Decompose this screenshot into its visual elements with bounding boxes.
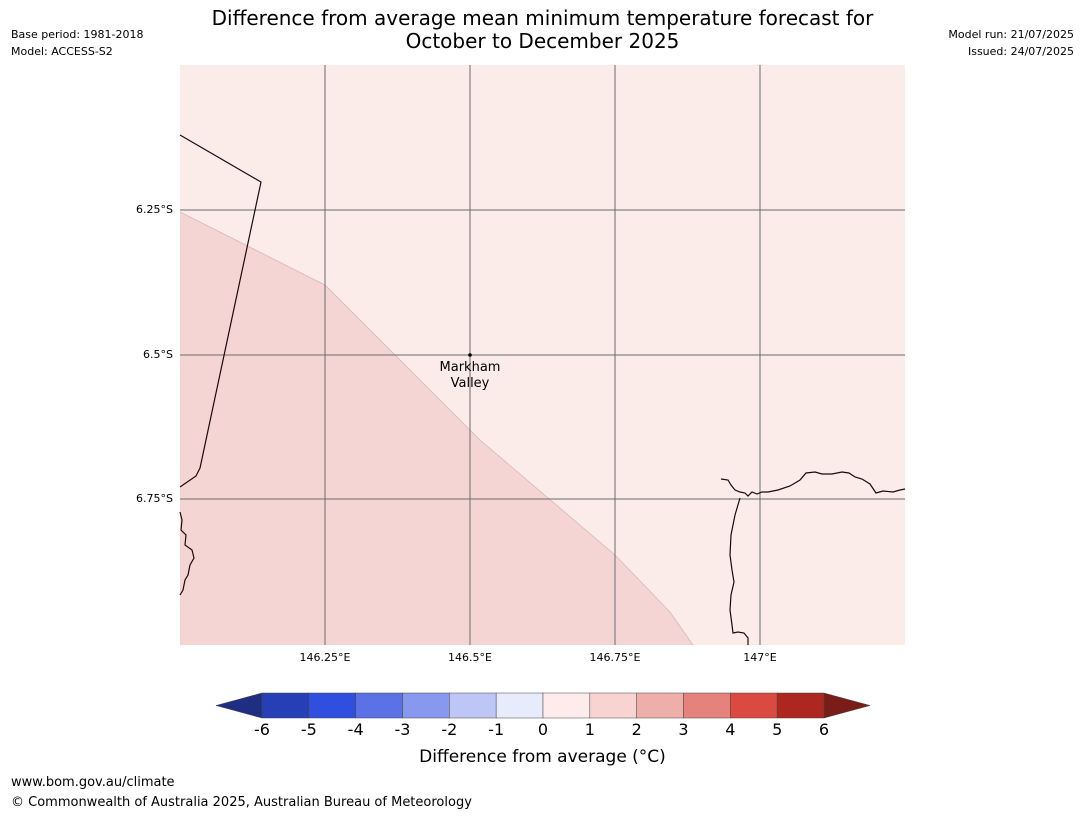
colorbar-tick-label: -3 xyxy=(394,720,411,739)
footer-url: www.bom.gov.au/climate xyxy=(11,775,175,790)
colorbar-cell xyxy=(683,692,731,719)
issued-date: Issued: 24/07/2025 xyxy=(967,45,1074,58)
lat-label-6-25: 6.25°S xyxy=(136,203,173,216)
colorbar-tick-label: -5 xyxy=(300,720,317,739)
colorbar-tick-label: -6 xyxy=(254,720,270,739)
title-line-1: Difference from average mean minimum tem… xyxy=(211,6,874,30)
place-label-markham-valley: Markham Valley xyxy=(420,360,520,392)
colorbar-tick-label: -1 xyxy=(488,720,505,739)
lat-label-6-75: 6.75°S xyxy=(136,492,173,505)
colorbar-tick-label: 6 xyxy=(818,720,830,739)
colorbar-cell xyxy=(449,692,497,719)
markham-valley-marker xyxy=(468,353,472,357)
colorbar-cell xyxy=(542,692,591,719)
colorbar-cell xyxy=(495,692,544,719)
boundaries xyxy=(179,134,906,645)
colorbar-tick-label: 1 xyxy=(584,720,595,739)
colorbar-cell xyxy=(308,692,356,719)
lon-label-147: 147°E xyxy=(743,651,777,664)
colorbar-cell xyxy=(636,692,684,719)
lat-label-6-5: 6.5°S xyxy=(143,348,173,361)
colorbar-ticks: -6 -5 -4 -3 -2 -1 0 1 2 3 4 5 6 xyxy=(0,720,1085,740)
colorbar xyxy=(261,692,825,719)
colorbar-cell xyxy=(589,692,637,719)
footer-copyright: © Commonwealth of Australia 2025, Austra… xyxy=(11,795,472,810)
colorbar-tick-label: 4 xyxy=(725,720,736,739)
place-label-line-1: Markham xyxy=(439,360,501,375)
title-line-2: October to December 2025 xyxy=(405,29,680,53)
meta-right: Model run: 21/07/2025 Issued: 24/07/2025 xyxy=(948,26,1074,60)
lon-label-146-75: 146.75°E xyxy=(589,651,641,664)
base-period: Base period: 1981-2018 xyxy=(11,28,144,41)
colorbar-extend-high xyxy=(823,692,871,719)
meta-left: Base period: 1981-2018 Model: ACCESS-S2 xyxy=(11,26,143,60)
colorbar-tick-label: 5 xyxy=(772,720,783,739)
lon-label-146-25: 146.25°E xyxy=(299,651,351,664)
colorbar-extend-low xyxy=(215,692,263,719)
colorbar-tick-label: -2 xyxy=(441,720,458,739)
colorbar-cell xyxy=(355,692,403,719)
colorbar-cell xyxy=(261,692,310,719)
colorbar-tick-label: 0 xyxy=(537,720,549,739)
place-label-line-2: Valley xyxy=(450,376,490,391)
colorbar-cell xyxy=(730,692,778,719)
colorbar-cell xyxy=(402,692,450,719)
band-1-to-2 xyxy=(180,212,693,645)
lon-label-146-5: 146.5°E xyxy=(448,651,492,664)
colorbar-tick-label: 3 xyxy=(678,720,689,739)
colorbar-cell xyxy=(776,692,825,719)
river-east xyxy=(729,497,749,645)
graticule xyxy=(180,65,905,645)
colorbar-label: Difference from average (°C) xyxy=(419,747,666,767)
colorbar-tick-label: 2 xyxy=(631,720,642,739)
colorbar-tick-label: -4 xyxy=(347,720,364,739)
coastline-west xyxy=(179,511,195,596)
page-title: Difference from average mean minimum tem… xyxy=(0,7,1085,53)
river-coastline-east xyxy=(720,471,906,497)
model-run: Model run: 21/07/2025 xyxy=(948,28,1074,41)
region-boundary xyxy=(179,134,262,488)
model-name: Model: ACCESS-S2 xyxy=(11,45,113,58)
band-boundary xyxy=(179,211,694,646)
